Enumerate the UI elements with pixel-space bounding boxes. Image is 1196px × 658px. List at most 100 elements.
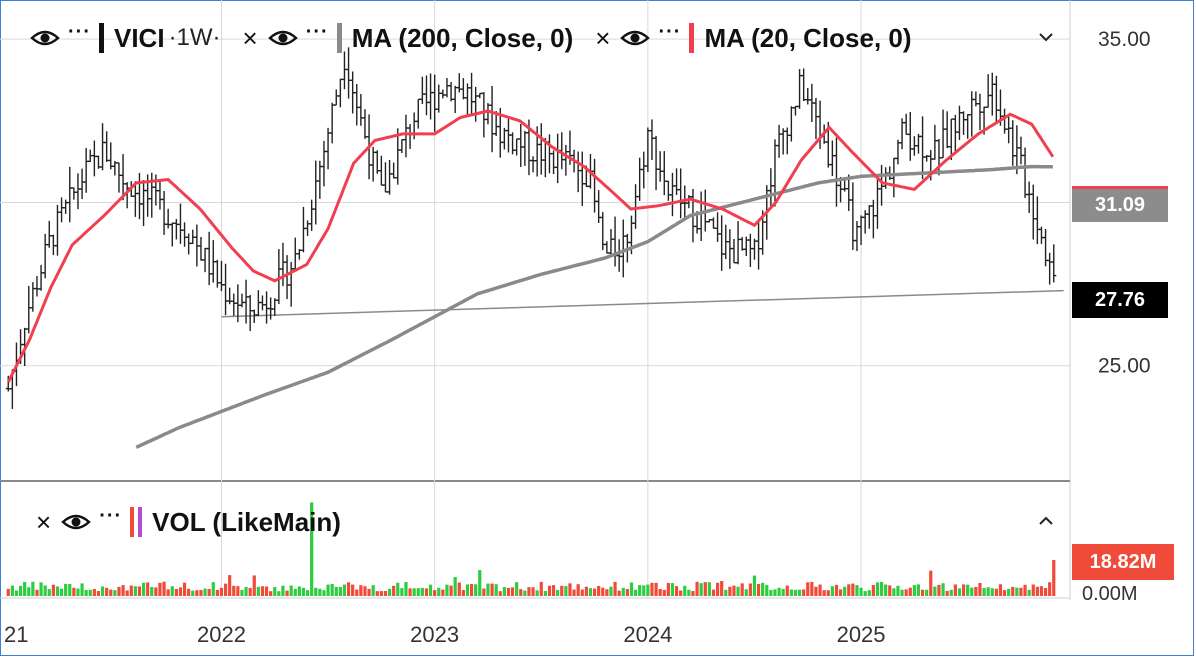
- volume-bar: [449, 585, 453, 596]
- volume-bar: [908, 587, 912, 596]
- volume-bar: [490, 583, 494, 596]
- eye-icon[interactable]: [267, 29, 298, 47]
- ohlc-bar: [874, 173, 880, 229]
- remove-volume-icon[interactable]: ×: [36, 506, 52, 537]
- volume-bar: [896, 585, 900, 596]
- volume-bar: [535, 590, 539, 596]
- volume-bar: [756, 584, 761, 596]
- volume-bar: [285, 590, 289, 596]
- volume-bar: [855, 585, 859, 596]
- eye-icon[interactable]: [620, 29, 651, 47]
- volume-bar: [633, 589, 638, 596]
- ohlc-bar: [309, 199, 315, 231]
- ohlc-bar: [428, 73, 434, 120]
- ohlc-bar: [993, 75, 999, 122]
- ohlc-bar: [903, 113, 909, 136]
- more-options-icon[interactable]: ···: [68, 20, 91, 43]
- ohlc-bar: [784, 127, 790, 155]
- volume-bar: [1023, 584, 1027, 596]
- ohlc-bar: [961, 111, 967, 135]
- ma20-path: [6, 109, 1055, 383]
- volume-bar: [92, 589, 96, 596]
- volume-bar: [822, 590, 826, 596]
- ohlc-bar: [177, 203, 183, 244]
- ohlc-bar: [247, 294, 253, 332]
- volume-bar: [539, 581, 543, 596]
- ohlc-bar: [231, 293, 237, 316]
- more-options-icon[interactable]: ···: [99, 504, 123, 527]
- volume-bar: [994, 588, 998, 596]
- x-tick-label: 21: [4, 622, 28, 647]
- last-volume-tag: 18.82M: [1072, 544, 1174, 580]
- volume-bar: [814, 586, 818, 596]
- volume-bar: [859, 587, 863, 596]
- remove-ma200-icon[interactable]: ×: [242, 22, 258, 53]
- volume-bar: [31, 581, 35, 596]
- volume-bar: [355, 589, 359, 596]
- volume-bar: [408, 588, 412, 596]
- volume-bar: [72, 587, 76, 596]
- volume-bar: [572, 589, 576, 596]
- ohlc-bar: [1010, 120, 1016, 166]
- volume-bar: [732, 585, 736, 596]
- ohlc-bar: [805, 87, 811, 105]
- volume-bar: [441, 589, 445, 596]
- volume-bar: [433, 590, 437, 596]
- ohlc-bar: [678, 168, 684, 219]
- ohlc-bar: [218, 260, 224, 292]
- volume-bar: [178, 587, 183, 596]
- remove-ma20-icon[interactable]: ×: [595, 22, 611, 53]
- ohlc-bar: [1018, 136, 1024, 165]
- ohlc-bar: [243, 279, 249, 324]
- eye-icon[interactable]: [61, 513, 91, 531]
- volume-bar: [728, 586, 732, 596]
- chevron-down-icon[interactable]: [1038, 32, 1054, 42]
- chevron-up-icon[interactable]: [1038, 516, 1054, 526]
- volume-bar: [679, 590, 683, 596]
- volume-bar: [264, 586, 269, 596]
- volume-bar: [289, 585, 293, 596]
- ohlc-bar: [473, 86, 479, 122]
- volume-bar: [342, 584, 347, 596]
- volume-bar: [162, 581, 166, 596]
- eye-icon[interactable]: [30, 29, 60, 47]
- volume-bar: [884, 584, 888, 596]
- ohlc-bar: [415, 98, 421, 129]
- volume-bar: [568, 583, 572, 596]
- ohlc-bar: [1026, 181, 1032, 213]
- volume-bar: [84, 590, 88, 596]
- volume-bar: [670, 583, 675, 596]
- volume-bar: [154, 587, 158, 596]
- volume-bar: [695, 581, 699, 596]
- volume-bar: [88, 589, 92, 596]
- volume-bar: [1011, 586, 1015, 596]
- volume-bar: [363, 586, 367, 596]
- ohlc-bar: [829, 140, 835, 177]
- more-options-icon[interactable]: ···: [305, 20, 329, 43]
- volume-bar: [818, 584, 822, 596]
- volume-bar: [465, 584, 470, 596]
- volume-bar: [740, 583, 744, 596]
- ma20-label: MA (20, Close, 0): [704, 22, 912, 53]
- volume-bar: [879, 581, 884, 596]
- ohlc-bar: [751, 238, 757, 260]
- volume-bar: [400, 588, 404, 596]
- volume-bar: [55, 586, 60, 596]
- volume-bar: [629, 582, 634, 596]
- volume-bar: [826, 590, 830, 596]
- volume-bar: [445, 584, 449, 596]
- ohlc-bar: [419, 76, 425, 105]
- ohlc-bar: [944, 111, 950, 149]
- volume-bar: [318, 588, 322, 596]
- volume-bar: [269, 591, 273, 596]
- more-options-icon[interactable]: ···: [658, 20, 682, 43]
- volume-bar: [703, 582, 707, 596]
- ohlc-bar: [300, 206, 306, 253]
- volume-bar: [109, 589, 113, 596]
- volume-bar: [277, 591, 281, 596]
- volume-bar: [18, 585, 23, 596]
- ohlc-bar: [141, 180, 147, 227]
- ohlc-bar: [444, 77, 450, 98]
